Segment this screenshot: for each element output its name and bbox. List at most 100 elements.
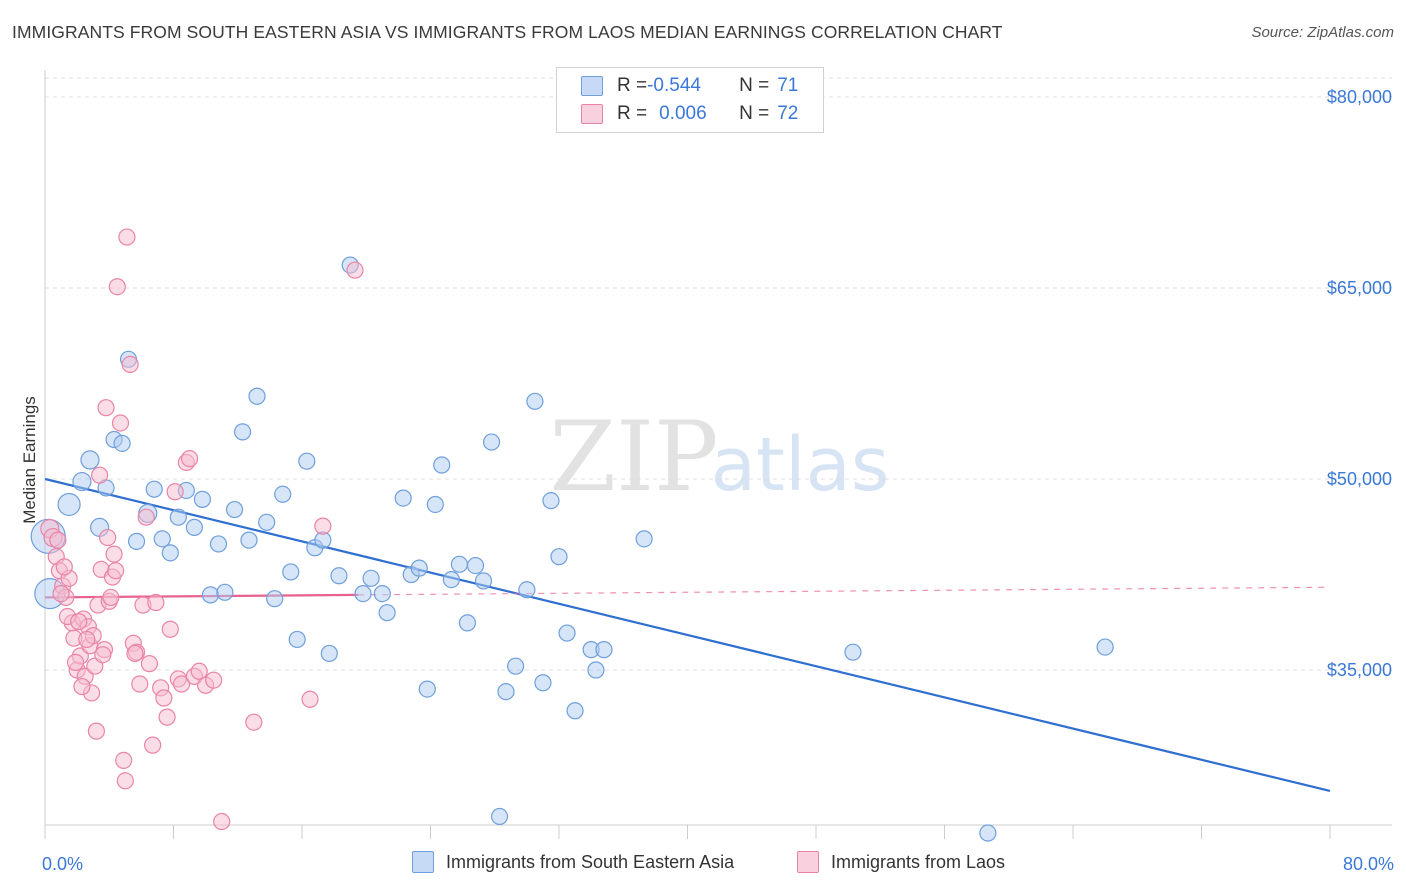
south-eastern-asia-point [490, 807, 509, 826]
laos-point [172, 675, 191, 693]
laos-point [49, 531, 67, 549]
south-eastern-asia-point [566, 702, 584, 720]
south-eastern-asia-point [193, 490, 212, 508]
laos-point [70, 613, 88, 631]
south-eastern-asia-point [410, 559, 428, 577]
south-eastern-asia-point [542, 492, 560, 510]
south-eastern-asia-point [450, 555, 469, 573]
south-eastern-asia-point [844, 643, 862, 661]
south-eastern-asia-point [258, 513, 276, 531]
laos-point [102, 588, 120, 607]
south-eastern-asia-point [474, 572, 493, 590]
south-eastern-asia-point [442, 570, 460, 589]
y-tick-label: $50,000 [1327, 469, 1392, 489]
bottom-legend-south-eastern-asia: Immigrants from South Eastern Asia [412, 851, 734, 873]
bottom-legend-label: Immigrants from Laos [831, 851, 1006, 872]
south-eastern-asia-point [225, 500, 244, 519]
south-eastern-asia-point [373, 584, 391, 603]
laos-point [161, 620, 179, 638]
laos-point [87, 722, 106, 740]
chart-title: IMMIGRANTS FROM SOUTH EASTERN ASIA VS IM… [12, 22, 1003, 42]
pink-swatch-icon [581, 104, 603, 124]
laos-point [190, 662, 208, 680]
laos-point [346, 261, 364, 279]
south-eastern-asia-point [354, 584, 372, 603]
south-eastern-asia-point [518, 581, 536, 599]
legend-row-laos: R = 0.006 N = 72 [581, 100, 798, 128]
watermark: ZIP atlas [549, 401, 889, 513]
laos-point [158, 708, 176, 726]
south-eastern-asia-point [240, 531, 258, 549]
laos-point [78, 630, 96, 649]
tick-labels: $35,000 $50,000 $65,000 $80,000 0.0% 80.0% [42, 87, 1394, 874]
trend-lines [44, 477, 1331, 793]
south-eastern-asia-point [534, 674, 552, 692]
south-eastern-asia-point [127, 532, 146, 550]
axes [44, 70, 1392, 839]
legend-n-value: 72 [777, 103, 799, 124]
laos-point [55, 558, 73, 576]
laos-point [126, 644, 144, 663]
laos-point [147, 593, 165, 612]
south-eastern-asia-point [274, 485, 292, 503]
laos-point [155, 689, 173, 707]
south-eastern-asia-point [507, 657, 525, 675]
laos-point [118, 228, 136, 246]
legend-r-label: R = [617, 75, 648, 96]
laos-point [245, 713, 263, 731]
legend-r-value: -0.544 [647, 75, 701, 96]
laos-point [131, 675, 149, 693]
laos-point [180, 450, 199, 468]
bottom-legend-laos: Immigrants from Laos [797, 851, 1005, 873]
source-label: Source: ZipAtlas.com [1251, 24, 1394, 41]
laos-point [121, 355, 139, 373]
legend-r-value: 0.006 [659, 103, 707, 124]
laos-point [108, 278, 126, 296]
y-tick-label: $35,000 [1327, 660, 1392, 680]
south-eastern-asia-point [418, 680, 436, 698]
south-eastern-asia-point [57, 492, 81, 517]
south-eastern-asia-point [288, 630, 306, 649]
laos-point [99, 528, 117, 547]
south-eastern-asia-point [595, 641, 613, 659]
south-eastern-asia-point [458, 614, 477, 632]
y-tick-label: $65,000 [1327, 278, 1392, 298]
blue-swatch-icon [581, 76, 603, 96]
south-eastern-asia-point [635, 530, 653, 548]
laos-point [52, 584, 70, 603]
laos-point [144, 736, 162, 754]
laos-point [140, 655, 159, 673]
legend-n-label: N = [739, 103, 770, 124]
south-eastern-asia-point [145, 480, 163, 498]
south-eastern-asia-point [330, 567, 348, 585]
legend-n-label: N = [739, 75, 770, 96]
south-eastern-asia-point [161, 544, 179, 562]
legend-row-south-eastern-asia: R = -0.544 N = 71 [581, 72, 798, 100]
south-eastern-asia-point [426, 495, 444, 514]
laos-point [73, 677, 91, 696]
laos-point [94, 646, 112, 664]
laos-point [137, 508, 155, 526]
south-eastern-asia-point [1096, 638, 1114, 656]
south-eastern-asia-point [979, 824, 997, 842]
south-eastern-asia-point [80, 450, 100, 470]
x-tick-label: 0.0% [42, 854, 83, 874]
watermark-zip: ZIP [549, 401, 718, 513]
south-eastern-asia-point [433, 456, 451, 474]
south-eastern-asia-point [497, 683, 515, 701]
bottom-legend-label: Immigrants from South Eastern Asia [446, 851, 735, 872]
south-eastern-asia-point [550, 548, 568, 566]
south-eastern-asia-point [113, 434, 131, 452]
south-eastern-asia-point [378, 604, 396, 622]
grid-lines [45, 77, 1392, 671]
x-tick-label: 80.0% [1343, 854, 1394, 874]
south-eastern-asia-point [558, 624, 576, 642]
laos-trend-line [44, 593, 359, 599]
laos-point [111, 414, 130, 432]
pink-swatch-icon [797, 851, 819, 873]
laos-point [105, 545, 123, 563]
laos-point [97, 399, 115, 417]
south-eastern-asia-trend-line [44, 477, 1331, 793]
south-eastern-asia-point [201, 586, 220, 604]
laos-point [66, 653, 85, 671]
